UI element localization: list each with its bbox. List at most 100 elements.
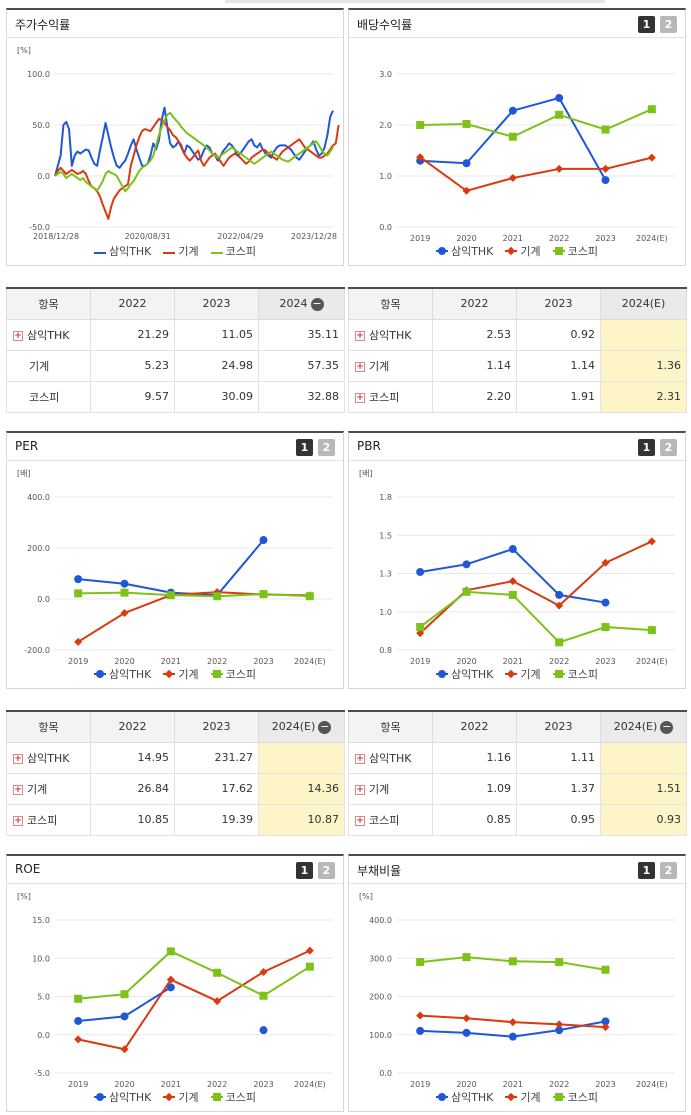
x-tick-label: 2019 xyxy=(410,1080,430,1089)
legend-item-samik: 삼익THK xyxy=(93,666,151,682)
legend-label: 삼익THK xyxy=(450,245,494,258)
table-header-cell: 2024− xyxy=(258,287,345,320)
legend-label: 삼익THK xyxy=(108,245,152,258)
pager-button-1[interactable]: 1 xyxy=(638,16,655,33)
table-header-cell: 2023 xyxy=(516,287,601,320)
legend-swatch xyxy=(505,669,518,679)
x-tick-label: 2022 xyxy=(207,1080,227,1089)
table-row: + 삼익THK 2.53 0.92 xyxy=(348,318,687,351)
pager-button-1[interactable]: 1 xyxy=(296,862,313,879)
table-row: 기계 5.23 24.98 57.35 xyxy=(6,349,345,382)
legend-label: 삼익THK xyxy=(450,668,494,681)
samik-data-point xyxy=(120,579,129,588)
value-cell: 9.57 xyxy=(90,380,175,413)
expand-icon[interactable]: + xyxy=(355,392,365,403)
pager-button-1[interactable]: 1 xyxy=(296,439,313,456)
expand-icon[interactable]: + xyxy=(13,330,23,341)
kospi-series-line xyxy=(78,950,311,1000)
legend-swatch xyxy=(435,247,448,255)
kospi-data-point xyxy=(647,626,656,635)
y-tick-label: 100.0 xyxy=(27,70,50,79)
samik-data-point xyxy=(555,93,564,102)
kospi-data-point xyxy=(416,121,425,129)
value-cell: 1.14 xyxy=(516,349,601,382)
panel-title: PBR xyxy=(357,439,381,453)
collapse-icon[interactable]: − xyxy=(318,719,332,734)
x-tick-label: 2020 xyxy=(456,234,476,243)
legend-swatch xyxy=(552,247,565,255)
row-name-cell: 기계 xyxy=(6,349,91,382)
expand-icon[interactable]: + xyxy=(13,784,23,795)
x-tick-label: 2022 xyxy=(549,234,569,243)
pbr-chart: [배] 1.8 1.5 1.3 1.0 0.8 2019 2020 2021 2022 2023 20… xyxy=(359,469,675,666)
dividend-yield-table: 항목 2022 2023 2024(E) + 삼익THK 2.53 0.92 + 기계 1.14 1.… xyxy=(348,287,687,413)
expand-icon[interactable]: + xyxy=(13,815,23,826)
y-tick-label: 0.0 xyxy=(379,223,392,232)
legend-item-machine: 기계 xyxy=(163,1089,199,1105)
kospi-data-point xyxy=(74,994,83,1003)
kospi-data-point xyxy=(508,590,517,599)
value-cell: 19.39 xyxy=(174,803,259,836)
legend-item-samik: 삼익THK xyxy=(93,1089,151,1105)
row-name: 삼익THK xyxy=(27,328,70,342)
x-tick-label: 2022 xyxy=(207,657,227,666)
axis-unit-label: [배] xyxy=(359,469,373,478)
collapse-icon[interactable]: − xyxy=(660,719,674,734)
table-row: + 기계 26.84 17.62 14.36 xyxy=(6,772,345,805)
kospi-data-point xyxy=(213,968,222,977)
row-name: 삼익THK xyxy=(369,328,412,342)
samik-data-point xyxy=(508,1032,517,1041)
machine-data-point xyxy=(74,1035,83,1044)
header-label: 2024 xyxy=(279,297,308,310)
debt-ratio-chart: [%] 400.0 300.0 200.0 100.0 0.0 2019 2020 2021 20… xyxy=(359,892,675,1089)
legend-swatch xyxy=(552,1093,565,1101)
collapse-icon[interactable]: − xyxy=(310,296,324,311)
pager-button-2[interactable]: 2 xyxy=(660,862,677,879)
x-tick-label: 2024(E) xyxy=(294,657,326,666)
samik-data-point xyxy=(601,176,610,185)
header-label: 2023 xyxy=(544,720,573,734)
per-chart: [배] 400.0 200.0 0.0 -200.0 2019 2020 2021 2022 20… xyxy=(17,469,333,666)
samik-data-point xyxy=(508,545,517,554)
expand-icon[interactable]: + xyxy=(355,330,365,341)
samik-data-point xyxy=(416,567,425,576)
header-label: 항목 xyxy=(380,297,401,311)
legend-item-samik: 삼익THK xyxy=(435,666,494,682)
kospi-data-point xyxy=(601,623,610,632)
expand-icon[interactable]: + xyxy=(355,361,365,372)
y-tick-label: 15.0 xyxy=(32,916,50,925)
x-tick-label: 2020 xyxy=(114,1080,134,1089)
panel-title: 주가수익률 xyxy=(15,18,71,32)
pager-button-2[interactable]: 2 xyxy=(318,862,335,879)
pager-button-2[interactable]: 2 xyxy=(660,16,677,33)
machine-data-point xyxy=(462,1014,471,1023)
table-row: + 기계 1.09 1.37 1.51 xyxy=(348,772,687,805)
samik-data-point xyxy=(601,1017,610,1026)
expand-icon[interactable]: + xyxy=(355,784,365,795)
machine-data-point xyxy=(508,577,517,586)
x-tick-label: 2021 xyxy=(503,1080,523,1089)
row-name-cell: + 기계 xyxy=(6,772,91,805)
x-tick-label: 2023/12/28 xyxy=(291,232,337,241)
pager-button-2[interactable]: 2 xyxy=(318,439,335,456)
kospi-data-point xyxy=(166,591,175,600)
expand-icon[interactable]: + xyxy=(355,815,365,826)
legend-swatch xyxy=(93,251,106,254)
y-tick-label: 0.0 xyxy=(37,172,50,181)
pager-button-2[interactable]: 2 xyxy=(660,439,677,456)
table-header-cell: 항목 xyxy=(348,710,433,743)
panel-header: 주가수익률 xyxy=(7,10,343,38)
stock-return-panel: 주가수익률 [%] 100.0 50.0 0.0 -50.0 2018/12/28 2020… xyxy=(6,8,344,266)
value-cell: 57.35 xyxy=(258,349,345,382)
pager-button-1[interactable]: 1 xyxy=(638,439,655,456)
pager-button-1[interactable]: 1 xyxy=(638,862,655,879)
kospi-data-point xyxy=(305,592,314,601)
value-cell: 30.09 xyxy=(174,380,259,413)
samik-data-point xyxy=(462,560,471,569)
expand-icon[interactable]: + xyxy=(355,753,365,764)
expand-icon[interactable]: + xyxy=(13,753,23,764)
